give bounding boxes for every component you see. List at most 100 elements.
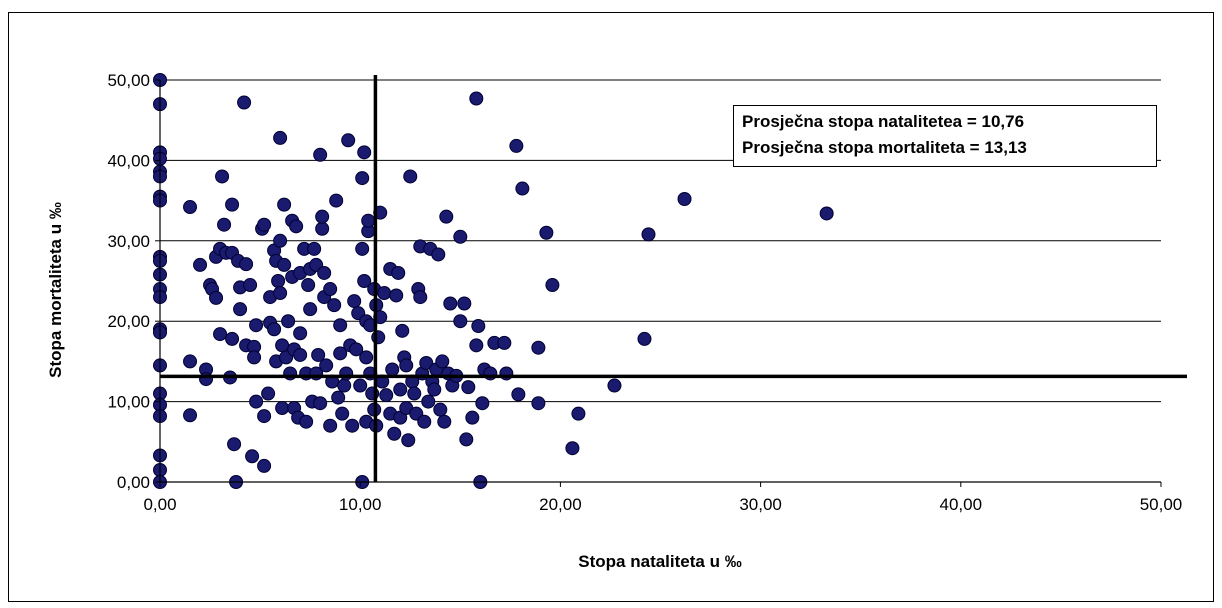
y-tick-label: 40,00 xyxy=(107,151,150,170)
data-point xyxy=(457,296,472,311)
data-point xyxy=(213,327,228,342)
data-point xyxy=(403,169,418,184)
data-point xyxy=(439,209,454,224)
data-point xyxy=(565,441,580,456)
data-point xyxy=(315,209,330,224)
data-point xyxy=(515,181,530,196)
data-point xyxy=(323,418,338,433)
data-point xyxy=(345,418,360,433)
x-tick-label: 30,00 xyxy=(739,495,782,514)
data-point xyxy=(239,257,254,272)
data-point xyxy=(289,219,304,234)
data-point xyxy=(341,133,356,148)
data-point xyxy=(359,350,374,365)
data-point xyxy=(677,191,692,206)
data-point xyxy=(261,386,276,401)
axes xyxy=(155,79,1162,487)
data-point xyxy=(427,382,442,397)
data-point xyxy=(323,282,338,297)
data-points xyxy=(153,73,834,489)
annotation-mean-natality: Prosječna stopa natalitetea = 10,76 xyxy=(742,112,1025,131)
data-point xyxy=(217,217,232,232)
data-point xyxy=(275,401,290,416)
data-point xyxy=(273,130,288,145)
data-point xyxy=(637,331,652,346)
data-point xyxy=(331,390,346,405)
y-tick-label: 30,00 xyxy=(107,232,150,251)
data-point xyxy=(329,193,344,208)
data-point xyxy=(249,318,264,333)
data-point xyxy=(335,406,350,421)
data-point xyxy=(277,257,292,272)
data-point xyxy=(407,386,422,401)
data-point xyxy=(267,322,282,337)
data-point xyxy=(545,278,560,293)
data-point xyxy=(245,449,260,464)
data-point xyxy=(433,402,448,417)
data-point xyxy=(387,426,402,441)
data-point xyxy=(355,171,370,186)
data-point xyxy=(225,197,240,212)
data-point xyxy=(273,286,288,301)
y-tick-label: 10,00 xyxy=(107,393,150,412)
data-point xyxy=(417,414,432,429)
data-point xyxy=(357,145,372,160)
data-point xyxy=(275,338,290,353)
data-point xyxy=(215,169,230,184)
data-point xyxy=(319,358,334,373)
data-point xyxy=(391,265,406,280)
data-point xyxy=(421,394,436,409)
data-point xyxy=(347,294,362,309)
annotation-mean-mortality: Prosječna stopa mortaliteta = 13,13 xyxy=(742,138,1027,157)
data-point xyxy=(497,335,512,350)
data-point xyxy=(257,458,272,473)
data-point xyxy=(299,414,314,429)
data-point xyxy=(301,278,316,293)
data-point xyxy=(313,396,328,411)
data-point xyxy=(385,362,400,377)
x-tick-label: 0,00 xyxy=(143,495,176,514)
data-point xyxy=(355,241,370,256)
data-point xyxy=(413,290,428,305)
data-point xyxy=(303,302,318,317)
data-point xyxy=(257,217,272,232)
data-point xyxy=(459,432,474,447)
data-point xyxy=(243,278,258,293)
data-point xyxy=(273,233,288,248)
data-point xyxy=(465,410,480,425)
data-point xyxy=(313,147,328,162)
data-point xyxy=(571,406,586,421)
y-axis-title: Stopa mortaliteta u ‰ xyxy=(46,202,65,378)
data-point xyxy=(437,414,452,429)
data-point xyxy=(317,265,332,280)
data-point xyxy=(327,298,342,313)
data-point xyxy=(395,323,410,338)
data-point xyxy=(193,257,208,272)
data-point xyxy=(357,274,372,288)
data-point xyxy=(509,138,524,153)
x-tick-label: 40,00 xyxy=(940,495,983,514)
data-point xyxy=(333,318,348,333)
y-tick-label: 0,00 xyxy=(117,473,150,492)
data-point xyxy=(209,290,224,305)
data-point xyxy=(475,396,490,411)
data-point xyxy=(461,380,476,395)
data-point xyxy=(311,347,326,362)
data-point xyxy=(469,91,484,106)
data-point xyxy=(539,225,554,240)
data-point xyxy=(453,314,468,329)
data-point xyxy=(307,241,322,256)
data-point xyxy=(379,388,394,403)
data-point xyxy=(419,356,434,371)
data-point xyxy=(377,286,392,301)
data-point xyxy=(277,197,292,212)
y-tick-label: 20,00 xyxy=(107,312,150,331)
mean-lines xyxy=(160,75,1187,482)
data-point xyxy=(435,354,450,369)
data-point xyxy=(353,378,368,393)
data-point xyxy=(531,340,546,355)
data-point xyxy=(389,288,404,303)
data-point xyxy=(531,396,546,411)
data-point xyxy=(281,314,296,329)
